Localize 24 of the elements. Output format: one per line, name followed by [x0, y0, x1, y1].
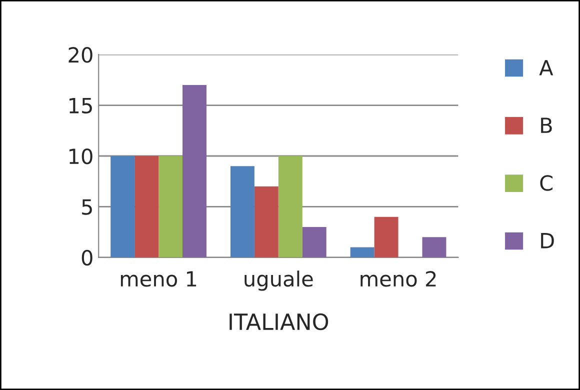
y-tick-label: 0	[82, 250, 92, 266]
bar	[182, 85, 206, 258]
x-tick-label: meno 1	[120, 271, 196, 287]
bar	[254, 186, 278, 258]
bar	[278, 156, 302, 258]
legend-label: B	[541, 118, 552, 133]
y-tick-label: 15	[70, 98, 92, 114]
legend-label: D	[541, 233, 554, 248]
y-tick-label: 10	[70, 148, 92, 164]
bar	[230, 166, 254, 258]
bar	[158, 156, 183, 258]
x-tick-label: meno 2	[360, 270, 436, 287]
bar	[374, 216, 398, 258]
x-axis-title: ITALIANO	[230, 313, 328, 330]
bar	[422, 237, 446, 258]
y-tick-label: 20	[68, 47, 92, 63]
bar	[134, 156, 159, 258]
x-tick-label: uguale	[244, 270, 313, 291]
y-tick-label: 5	[82, 199, 92, 215]
bar	[302, 226, 326, 258]
bar	[110, 156, 135, 258]
legend-label: A	[539, 60, 554, 76]
bar	[350, 247, 374, 258]
legend-label: C	[540, 175, 552, 191]
